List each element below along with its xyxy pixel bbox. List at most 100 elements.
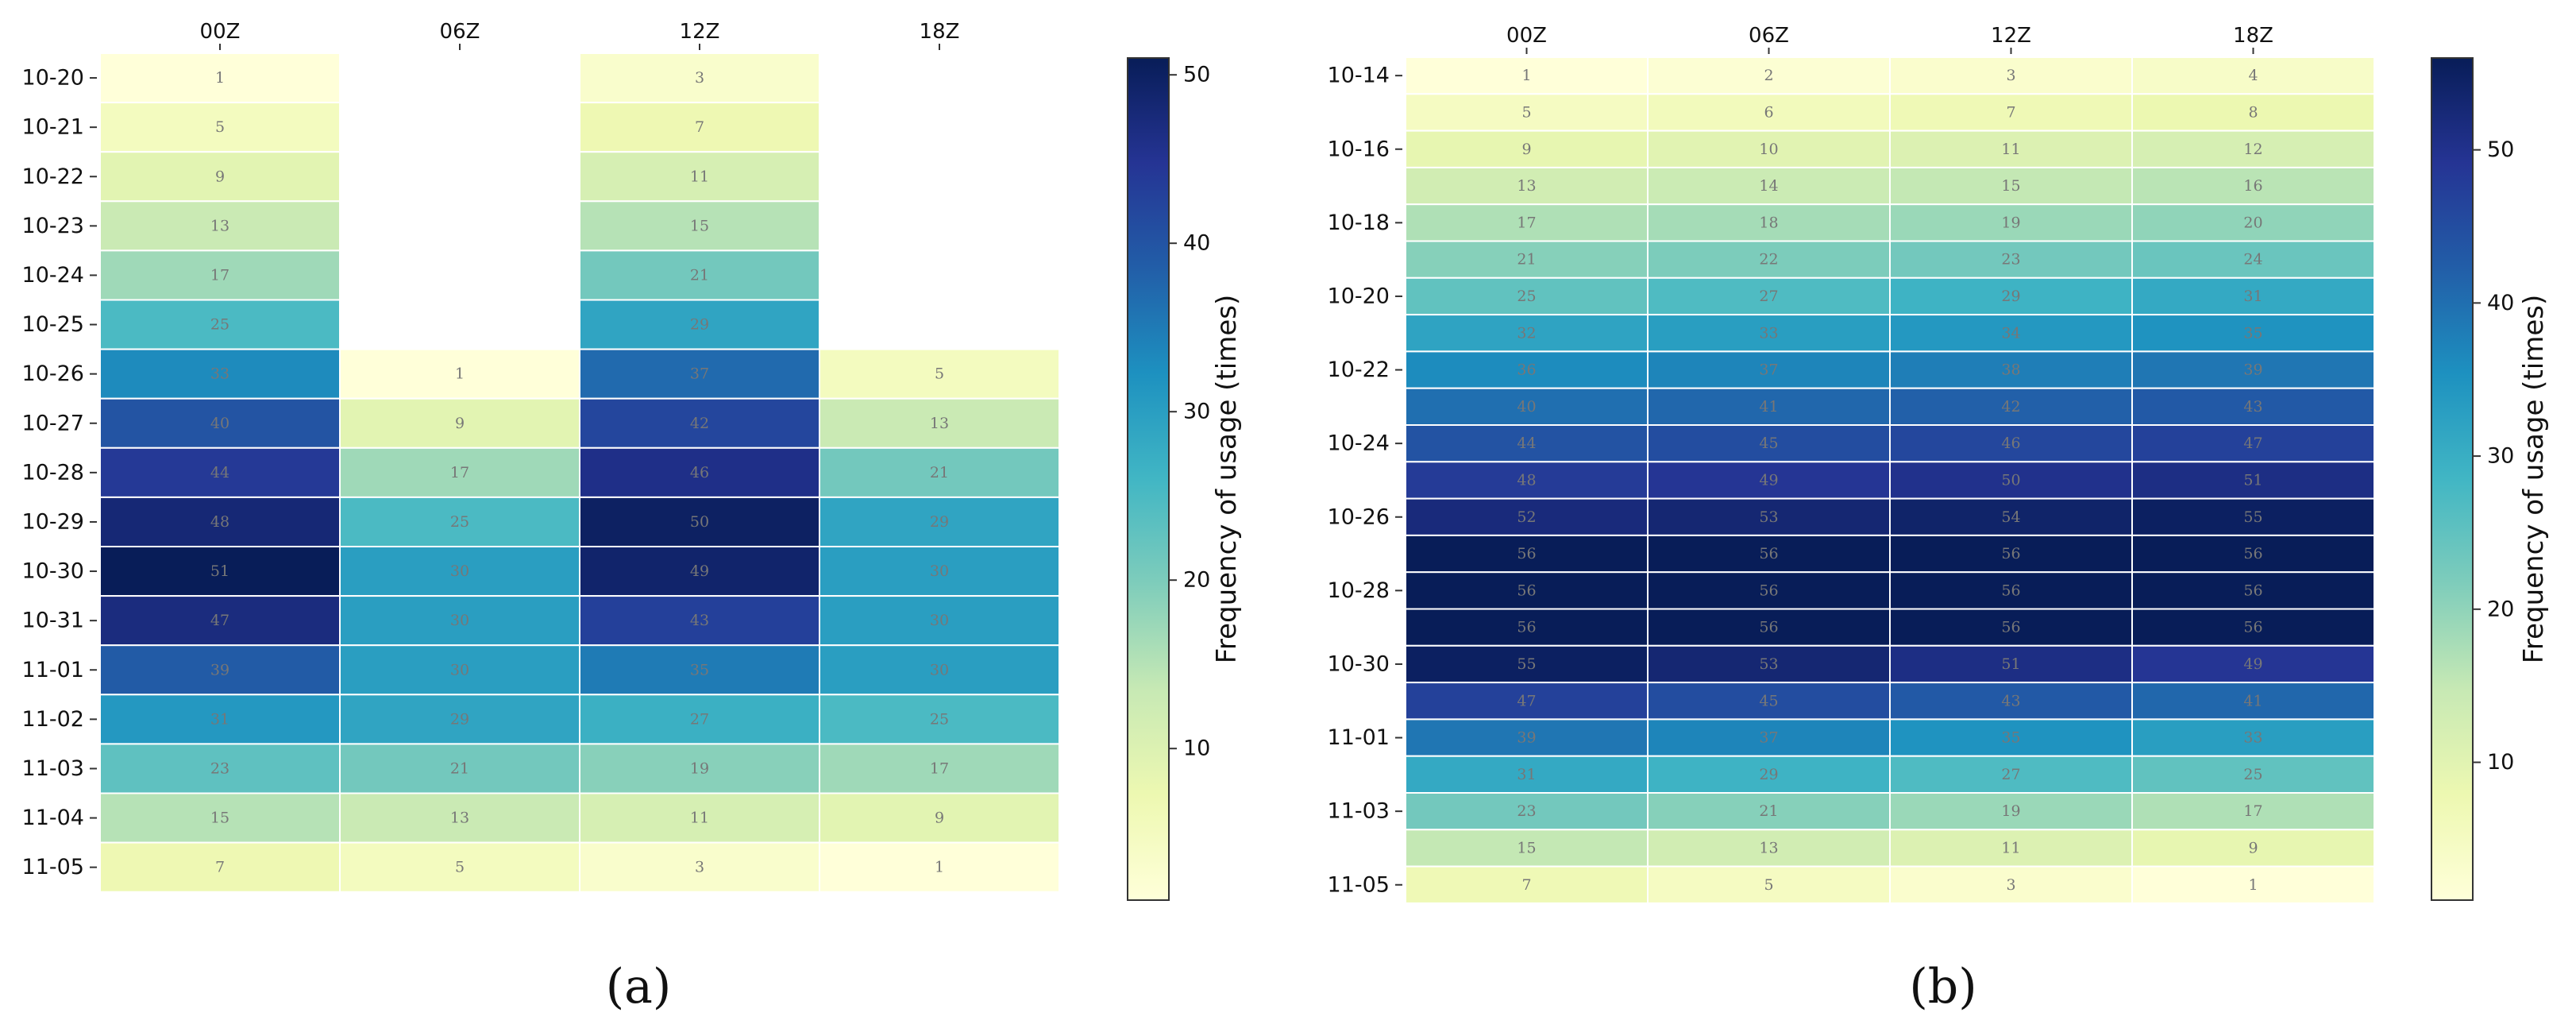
cell-value-label: 39 <box>210 661 229 678</box>
heatmap-cell <box>1889 497 2133 536</box>
cell-value-label: 3 <box>2006 67 2015 84</box>
row-tick-label: 11-01 <box>1328 725 1390 750</box>
cell-value-label: 15 <box>1517 839 1536 856</box>
heatmap-cell <box>99 299 341 350</box>
cell-value-label: 56 <box>1759 619 1778 636</box>
cell-value-label: 17 <box>1517 214 1536 231</box>
heatmap-cell <box>99 446 341 498</box>
colorbar-tick-label: 20 <box>1183 568 1210 593</box>
cell-value-label: 49 <box>2243 655 2262 673</box>
cell-value-label: 48 <box>1517 471 1536 489</box>
heatmap-cell <box>1405 608 1649 647</box>
cell-value-label: 18 <box>1759 214 1778 231</box>
heatmap-cell <box>1405 571 1649 610</box>
cell-value-label: 13 <box>1517 177 1536 195</box>
cell-value-label: 43 <box>2243 398 2262 416</box>
heatmap-cell <box>819 841 1060 893</box>
cell-value-label: 16 <box>2243 177 2262 195</box>
column-tick-label: 00Z <box>200 20 241 44</box>
colorbar-tick-label: 50 <box>2487 137 2514 162</box>
heatmap-cell <box>2131 718 2375 757</box>
cell-value-label: 56 <box>1517 545 1536 562</box>
cell-value-label: 55 <box>2243 508 2262 526</box>
heatmap-cell <box>819 595 1060 647</box>
colorbar-tick-label: 50 <box>1183 63 1210 87</box>
cell-value-label: 13 <box>930 415 949 432</box>
column-tick-label: 18Z <box>2233 24 2273 48</box>
cell-value-label: 21 <box>450 760 469 777</box>
heatmap-cell <box>1647 644 1891 684</box>
heatmap-cell <box>2131 461 2375 500</box>
heatmap-cell <box>1647 718 1891 757</box>
heatmap-cell <box>579 397 820 449</box>
heatmap-cell <box>2131 56 2375 95</box>
column-tick-label: 00Z <box>1506 24 1547 48</box>
cell-value-label: 17 <box>210 266 229 284</box>
cell-value-label: 17 <box>930 760 949 777</box>
cell-value-label: 31 <box>210 710 229 728</box>
cell-value-label: 13 <box>210 217 229 234</box>
cell-value-label: 8 <box>2248 103 2258 121</box>
heatmap-cell <box>2131 865 2375 904</box>
heatmap-cell <box>579 299 820 350</box>
heatmap-cell <box>819 743 1060 794</box>
row-tick-label: 10-20 <box>22 66 84 91</box>
cell-value-label: 56 <box>2243 582 2262 599</box>
cell-value-label: 42 <box>690 415 709 432</box>
heatmap-cell <box>1647 534 1891 574</box>
cell-value-label: 36 <box>1517 361 1536 379</box>
heatmap-cell <box>819 792 1060 844</box>
row-tick-label: 11-04 <box>22 806 84 830</box>
cell-value-label: 50 <box>2001 471 2020 489</box>
colorbar-tick-label: 30 <box>2487 444 2514 469</box>
cell-value-label: 23 <box>210 760 229 777</box>
cell-value-label: 1 <box>215 69 225 87</box>
cell-value-label: 33 <box>210 365 229 383</box>
cell-value-label: 31 <box>1517 766 1536 783</box>
heatmap-cell <box>2131 129 2375 168</box>
row-tick-label: 11-03 <box>22 756 84 781</box>
heatmap-cell <box>99 397 341 449</box>
heatmap-cell <box>579 249 820 301</box>
cell-value-label: 49 <box>1759 471 1778 489</box>
row-tick-label: 10-24 <box>22 263 84 288</box>
colorbar-tick-label: 40 <box>1183 231 1210 256</box>
heatmap-cell <box>2131 644 2375 684</box>
cell-value-label: 46 <box>2001 435 2020 452</box>
heatmap-cell <box>1405 276 1649 316</box>
heatmap-cell <box>2131 829 2375 868</box>
cell-value-label: 17 <box>450 464 469 481</box>
heatmap-cell <box>1647 571 1891 610</box>
cell-value-label: 9 <box>1521 141 1531 158</box>
heatmap-cell <box>2131 497 2375 536</box>
row-tick-label: 11-03 <box>1328 799 1390 824</box>
cell-value-label: 56 <box>2001 582 2020 599</box>
cell-value-label: 19 <box>2001 214 2020 231</box>
cell-value-label: 13 <box>450 810 469 827</box>
heatmap-cell <box>579 446 820 498</box>
cell-value-label: 17 <box>2243 802 2262 820</box>
cell-value-label: 24 <box>2243 251 2262 269</box>
cell-value-label: 49 <box>690 562 709 580</box>
heatmap-cell <box>2131 203 2375 242</box>
heatmap-cell <box>1647 608 1891 647</box>
cell-value-label: 25 <box>210 316 229 334</box>
cell-value-label: 19 <box>690 760 709 777</box>
heatmap-cell <box>1405 644 1649 684</box>
column-tick-label: 12Z <box>680 20 720 44</box>
heatmap-cell <box>2131 571 2375 610</box>
row-tick-label: 10-28 <box>1328 578 1390 603</box>
cell-value-label: 56 <box>1517 619 1536 636</box>
heatmap-cell <box>579 200 820 252</box>
cell-value-label: 30 <box>450 612 469 629</box>
heatmap-cell <box>1889 682 2133 721</box>
cell-value-label: 39 <box>1517 729 1536 747</box>
cell-value-label: 47 <box>1517 692 1536 709</box>
heatmap-cell <box>99 743 341 794</box>
heatmap-cell <box>819 496 1060 548</box>
heatmap-cell <box>1405 497 1649 536</box>
heatmap-cell <box>1647 203 1891 242</box>
row-tick-label: 11-05 <box>1328 872 1390 897</box>
row-tick-label: 11-02 <box>22 707 84 732</box>
